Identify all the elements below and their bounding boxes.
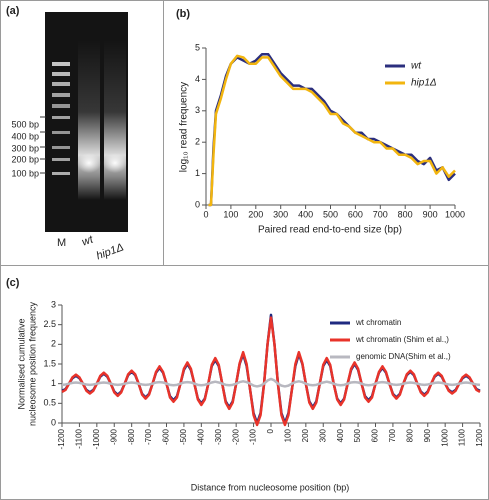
- x-axis-label: Paired read end-to-end size (bp): [258, 225, 402, 236]
- y-tick-label: 3: [195, 105, 200, 115]
- y-tick-label: 2: [51, 339, 56, 349]
- series-line: [61, 313, 481, 425]
- x-tick-label: 300: [318, 428, 327, 442]
- x-tick-label: 1200: [475, 428, 484, 446]
- y-tick-label: 2: [195, 137, 200, 147]
- y-tick-label: 5: [195, 42, 200, 52]
- x-tick-label: 400: [336, 428, 345, 442]
- x-tick-label: 900: [423, 428, 432, 442]
- x-tick-label: 700: [373, 209, 388, 219]
- x-tick-label: 300: [273, 209, 288, 219]
- x-tick-label: 100: [223, 209, 238, 219]
- mononucleosome-band: [77, 153, 101, 173]
- size-marker-label: 300 bp: [11, 143, 39, 153]
- y-tick-label: 2.5: [43, 319, 56, 329]
- x-tick-label: 0: [266, 428, 275, 433]
- x-tick-label: 500: [353, 428, 362, 442]
- x-tick-label: 400: [298, 209, 313, 219]
- x-tick-label: 800: [398, 209, 413, 219]
- x-tick-label: -100: [249, 428, 258, 445]
- x-tick-label: 500: [323, 209, 338, 219]
- panel-label: (b): [176, 8, 190, 20]
- y-axis-label: log₁₀ read frequency: [179, 82, 190, 172]
- x-tick-label: -500: [179, 428, 188, 445]
- size-marker-label: 100 bp: [11, 168, 39, 178]
- x-tick-label: 800: [405, 428, 414, 442]
- x-tick-label: -900: [109, 428, 118, 445]
- x-tick-label: -1000: [92, 428, 101, 449]
- lane-label: wt: [80, 233, 95, 248]
- y-axis-label: nucleosome position frequency: [27, 301, 37, 426]
- y-tick-label: 4: [195, 74, 200, 84]
- x-tick-label: 200: [248, 209, 263, 219]
- size-marker-label: 200 bp: [11, 154, 39, 164]
- y-tick-label: 0.5: [43, 398, 56, 408]
- series-line: [208, 54, 456, 207]
- x-tick-label: -200: [231, 428, 240, 445]
- x-tick-label: 1000: [440, 428, 449, 446]
- x-tick-label: -600: [162, 428, 171, 445]
- y-tick-label: 1: [51, 378, 56, 388]
- x-tick-label: -1100: [75, 428, 84, 448]
- y-tick-label: 3: [51, 299, 56, 309]
- lane-label: M: [57, 237, 66, 249]
- x-tick-label: 600: [348, 209, 363, 219]
- size-marker-label: 500 bp: [11, 119, 39, 129]
- series-line: [61, 316, 481, 427]
- x-tick-label: -800: [127, 428, 136, 445]
- x-tick-label: 1000: [445, 209, 465, 219]
- x-tick-label: -300: [214, 428, 223, 445]
- mononucleosome-band: [103, 153, 127, 173]
- y-tick-label: 1: [195, 168, 200, 178]
- lane-label: hip1Δ: [95, 241, 126, 262]
- x-tick-label: 100: [284, 428, 293, 442]
- x-tick-label: -400: [196, 428, 205, 445]
- y-tick-label: 0: [51, 417, 56, 427]
- x-tick-label: 1100: [458, 428, 467, 446]
- legend-label: wt: [411, 61, 422, 72]
- legend-label: hip1Δ: [411, 78, 437, 89]
- panel-label: (c): [6, 277, 20, 289]
- marker-lane: [52, 62, 70, 175]
- legend-label: genomic DNA(Shim et al.,): [356, 352, 451, 361]
- gel-panel: (a) 500 bp 400 bp 300 bp 200 bp 100 bp: [6, 5, 128, 262]
- size-marker-label: 400 bp: [11, 131, 39, 141]
- sample-lane-hip1: [104, 40, 126, 200]
- legend-label: wt chromatin (Shim et al.,): [355, 335, 449, 344]
- x-tick-label: 200: [301, 428, 310, 442]
- x-tick-label: -700: [144, 428, 153, 445]
- y-axis-label: Normalised cumulative: [16, 318, 26, 409]
- x-axis-label: Distance from nucleosome position (bp): [191, 482, 350, 492]
- x-tick-label: 700: [388, 428, 397, 442]
- sample-lane-wt: [78, 40, 100, 200]
- x-tick-label: -1200: [57, 428, 66, 449]
- x-tick-label: 600: [371, 428, 380, 442]
- x-tick-label: 900: [423, 209, 438, 219]
- x-tick-label: 0: [203, 209, 208, 219]
- size-marker-ticks: [40, 116, 46, 174]
- y-tick-label: 0: [195, 199, 200, 209]
- y-tick-label: 1.5: [43, 358, 56, 368]
- legend-label: wt chromatin: [355, 318, 401, 327]
- series-line: [61, 377, 481, 388]
- panel-label: (a): [6, 5, 20, 17]
